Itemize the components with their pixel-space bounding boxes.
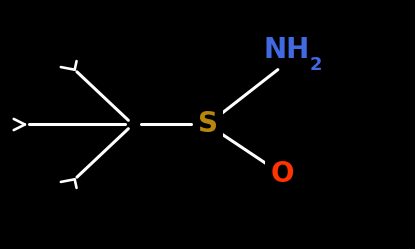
Text: O: O <box>271 160 294 188</box>
Text: S: S <box>198 111 217 138</box>
Text: NH: NH <box>263 36 310 64</box>
Text: 2: 2 <box>309 56 322 74</box>
